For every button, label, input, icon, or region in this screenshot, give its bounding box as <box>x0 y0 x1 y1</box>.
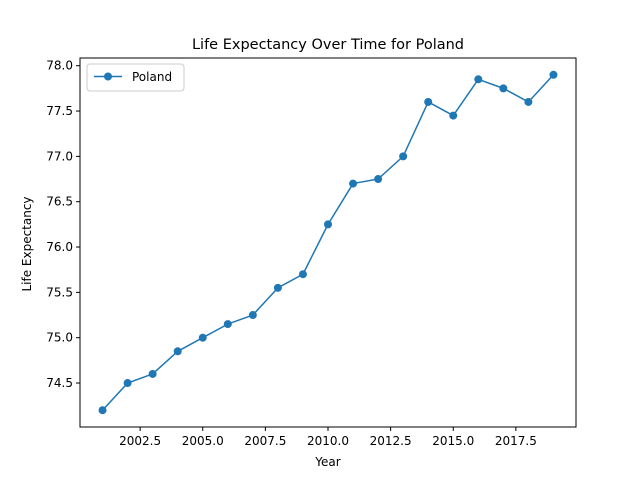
x-tick-label: 2012.5 <box>370 434 412 448</box>
plot-area <box>98 70 558 415</box>
data-point <box>123 379 132 388</box>
data-point <box>474 75 483 84</box>
data-point <box>298 270 307 279</box>
data-point <box>449 111 458 120</box>
x-tick-label: 2010.0 <box>307 434 349 448</box>
data-point <box>324 220 332 229</box>
data-point <box>148 369 157 378</box>
x-tick-label: 2007.5 <box>244 434 286 448</box>
data-point <box>223 320 232 329</box>
data-point <box>273 283 282 292</box>
x-tick-label: 2005.0 <box>182 434 224 448</box>
legend-frame <box>86 63 185 92</box>
y-tick-label: 76.5 <box>46 195 73 209</box>
data-point <box>374 175 383 184</box>
legend-label-poland: Poland <box>132 70 172 84</box>
data-point <box>524 97 533 106</box>
data-point <box>549 70 558 79</box>
data-point <box>499 84 508 93</box>
y-tick-label: 75.5 <box>46 285 73 299</box>
data-point <box>399 152 408 161</box>
data-point <box>98 406 107 415</box>
series-line-poland <box>101 74 555 411</box>
data-point <box>248 311 257 320</box>
data-point <box>349 179 358 188</box>
data-point <box>424 97 433 106</box>
y-tick-label: 77.5 <box>46 104 73 118</box>
x-tick-label: 2002.5 <box>119 434 161 448</box>
data-point <box>173 347 182 356</box>
legend: Poland <box>86 63 185 92</box>
y-tick-label: 74.5 <box>46 376 73 390</box>
chart-title: Life Expectancy Over Time for Poland <box>192 37 464 53</box>
y-tick-label: 78.0 <box>46 59 73 73</box>
legend-marker-swatch <box>104 72 112 81</box>
y-tick-label: 76.0 <box>46 240 73 254</box>
axes: 2002.5 2005.0 2007.5 2010.0 2012.5 2015.0 2017… <box>46 57 577 448</box>
y-tick-label: 77.0 <box>46 149 73 163</box>
y-tick-label: 75.0 <box>46 331 73 345</box>
x-tick-label: 2015.0 <box>432 434 474 448</box>
x-tick-label: 2017.5 <box>495 434 537 448</box>
x-axis-label: Year <box>314 455 340 469</box>
y-axis-label: Life Expectancy <box>20 196 34 291</box>
data-point <box>198 333 207 342</box>
